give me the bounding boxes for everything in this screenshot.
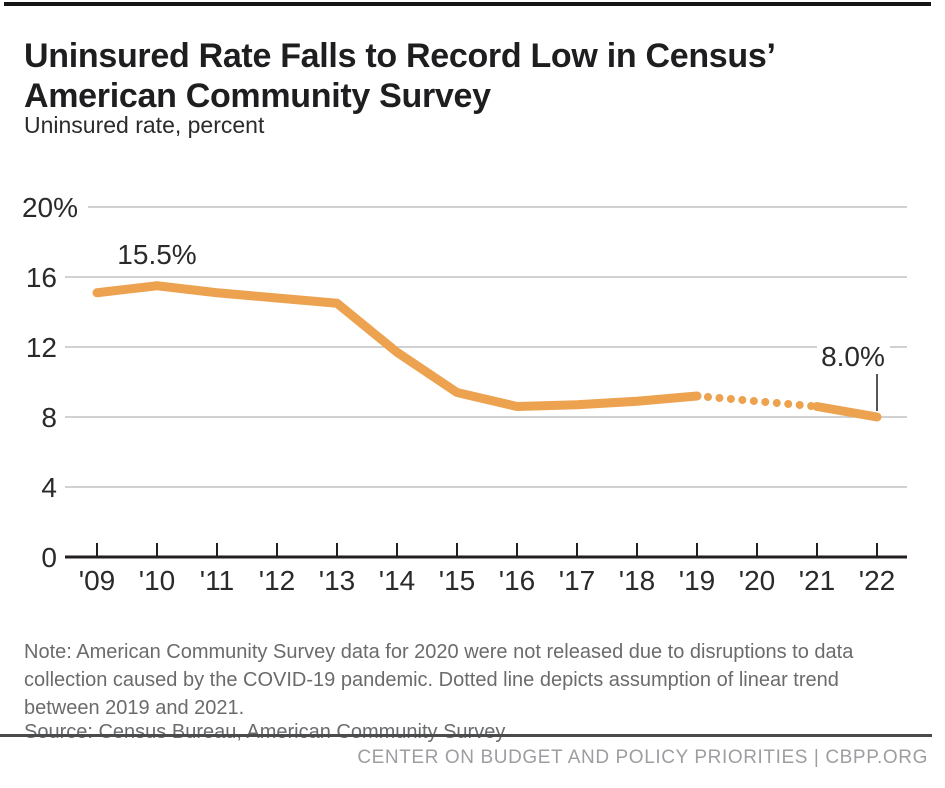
page-title-line1: Uninsured Rate Falls to Record Low in Ce…: [24, 36, 776, 75]
page-title: Uninsured Rate Falls to Record Low in Ce…: [24, 36, 776, 116]
x-tick-label-2012: '12: [259, 565, 296, 596]
uninsured-rate-line-chart: '09 '10 '11 '12 '13 '14 '15 '16 '17 '18 '19 '20 '21 '…: [22, 192, 907, 596]
x-tick-label-2009: '09: [79, 565, 116, 596]
chart-canvas: '09 '10 '11 '12 '13 '14 '15 '16 '17 '18 '19 '20 '21 '…: [22, 192, 907, 596]
page-title-line2: American Community Survey: [24, 76, 491, 115]
chart-y-axis-unit-label: Uninsured rate, percent: [24, 112, 265, 138]
y-tick-label-16: 16: [26, 262, 57, 293]
annotation-label-2022: 8.0%: [821, 341, 885, 372]
top-accent-bar: [4, 2, 931, 6]
x-tick-label-2015: '15: [439, 565, 476, 596]
annotation-label-2010: 15.5%: [117, 239, 196, 270]
y-tick-label-8: 8: [41, 402, 57, 433]
chart-source: Source: Census Bureau, American Communit…: [24, 721, 506, 743]
x-tick-label-2020: '20: [739, 565, 776, 596]
uninsured-rate-line-solid: [812, 402, 882, 422]
chart-note: Note: American Community Survey data for…: [24, 641, 854, 719]
x-tick-label-2019: '19: [679, 565, 716, 596]
x-tick-label-2016: '16: [499, 565, 536, 596]
x-tick-label-2022: '22: [859, 565, 896, 596]
x-tick-label-2013: '13: [319, 565, 356, 596]
y-tick-label-4: 4: [41, 472, 57, 503]
x-tick-label-2017: '17: [559, 565, 596, 596]
footer-divider: [0, 734, 932, 737]
x-tick-label-2018: '18: [619, 565, 656, 596]
x-tick-label-2014: '14: [379, 565, 416, 596]
uninsured-rate-line-solid: [92, 281, 702, 411]
uninsured-rate-line-dotted: [693, 392, 821, 411]
y-tick-label-0: 0: [41, 542, 57, 573]
x-tick-label-2021: '21: [799, 565, 836, 596]
footer-attribution: CENTER ON BUDGET AND POLICY PRIORITIES |…: [357, 747, 928, 768]
y-tick-label-12: 12: [26, 332, 57, 363]
y-tick-label-20: 20%: [22, 192, 78, 223]
x-tick-label-2010: '10: [139, 565, 176, 596]
x-tick-label-2011: '11: [200, 565, 234, 596]
